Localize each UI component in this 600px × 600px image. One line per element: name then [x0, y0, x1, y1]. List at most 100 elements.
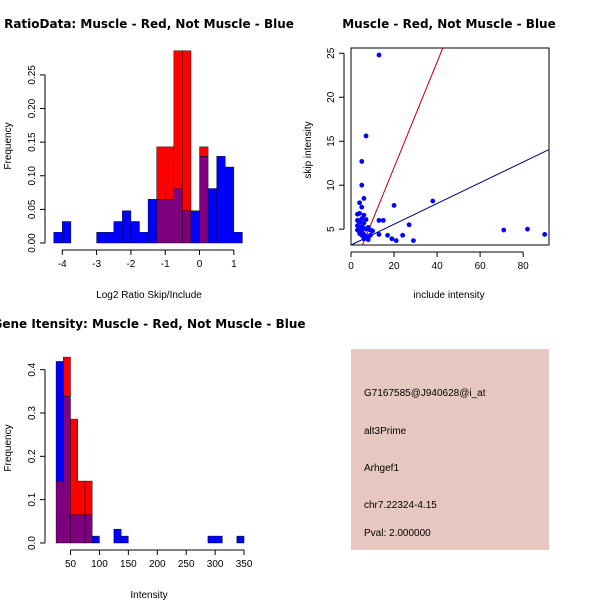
ratio-x-tick-label: 0: [197, 259, 203, 270]
gene-y-tick-label: 0.2: [27, 449, 38, 463]
ratio-bar-not-muscle: [225, 166, 235, 244]
gene-intensity-bars: [55, 356, 245, 544]
scatter-point: [389, 236, 395, 242]
ratio-histogram-bars: [53, 50, 243, 244]
gene-bar-not-muscle: [214, 535, 223, 544]
gene-bar-overlap: [55, 480, 64, 544]
scatter-x-axis: 0 20 40 60 80: [348, 251, 530, 272]
scatter-point: [525, 226, 530, 232]
gene-x-tick-label: 50: [65, 559, 77, 570]
ratio-x-tick-label: -4: [58, 259, 67, 270]
gene-bar-not-muscle: [55, 361, 64, 482]
scatter-point: [363, 133, 369, 139]
gene-x-tick-label: 200: [149, 559, 166, 570]
ratio-bar-muscle: [199, 146, 209, 157]
scatter-point: [385, 232, 390, 238]
gene-bar-overlap: [77, 514, 86, 544]
scatter-y-axis: 5 10 15 20 25: [326, 47, 345, 232]
ratio-bar-not-muscle: [53, 232, 63, 244]
ratio-histogram-x-label: Log2 Ratio Skip/Include: [96, 290, 202, 301]
scatter-x-tick-label: 40: [432, 261, 444, 272]
ratio-x-tick-label: -3: [92, 259, 101, 270]
gene-bar-not-muscle: [207, 535, 216, 544]
ratio-y-tick-label: 0.20: [27, 98, 38, 118]
scatter-point: [365, 237, 371, 243]
gene-intensity-x-label: Intensity: [130, 590, 167, 600]
ratio-histogram-y-axis: 0.00 0.05 0.10 0.15 0.20 0.25: [27, 65, 46, 253]
gene-intensity-y-label: Frequency: [3, 424, 14, 471]
gene-x-tick-label: 150: [120, 559, 137, 570]
ratio-bar-not-muscle: [122, 210, 132, 244]
scatter-point: [542, 232, 548, 237]
ratio-x-tick-label: -1: [161, 259, 170, 270]
event-type: alt3Prime: [364, 426, 407, 437]
scatter-x-tick-label: 80: [518, 261, 530, 272]
gene-y-tick-label: 0.4: [27, 362, 38, 376]
scatter-reference-line: [362, 47, 444, 246]
ratio-bar-not-muscle: [207, 188, 217, 244]
ratio-bar-not-muscle: [96, 232, 106, 244]
scatter-y-tick-label: 15: [326, 135, 337, 147]
ratio-histogram-title: RatioData: Muscle - Red, Not Muscle - Bl…: [4, 17, 294, 31]
scatter-point: [357, 219, 363, 225]
ratio-bar-not-muscle: [62, 221, 72, 244]
p-value: Pval: 2.000000: [364, 528, 431, 539]
scatter-point: [361, 236, 367, 242]
gene-bar-overlap: [84, 514, 93, 544]
ratio-histogram-y-label: Frequency: [3, 122, 14, 169]
ratio-bar-overlap: [173, 188, 183, 244]
scatter-point: [355, 227, 360, 233]
ratio-x-tick-label: -2: [126, 259, 135, 270]
gene-bar-not-muscle: [120, 535, 129, 544]
gene-intensity-x-axis: 50 100 150 200 250 300 350: [65, 549, 253, 570]
gene-bar-muscle: [63, 356, 71, 397]
scatter-point: [376, 217, 382, 223]
ratio-histogram: RatioData: Muscle - Red, Not Muscle - Bl…: [3, 17, 294, 301]
ratio-bar-overlap: [156, 199, 166, 244]
scatter-point: [406, 222, 412, 228]
scatter-y-tick-label: 25: [326, 47, 337, 59]
gene-bar-not-muscle: [92, 535, 100, 544]
scatter-point: [359, 204, 365, 210]
scatter-point: [380, 217, 386, 223]
gene-y-tick-label: 0.0: [27, 536, 38, 550]
ratio-x-tick-label: 1: [231, 259, 237, 270]
scatter-point: [355, 223, 360, 229]
scatter-point: [367, 232, 373, 238]
scatter-point: [376, 232, 382, 237]
scatter-x-tick-label: 0: [348, 261, 354, 272]
ratio-bar-overlap: [165, 199, 175, 244]
scatter-point: [363, 217, 369, 222]
ratio-bar-not-muscle: [130, 221, 140, 244]
scatter-points: [355, 52, 548, 244]
scatter-x-tick-label: 60: [475, 261, 487, 272]
scatter-plot-frame: [350, 47, 550, 246]
gene-intensity-histogram: Gene Itensity: Muscle - Red, Not Muscle …: [0, 317, 306, 600]
ratio-bar-overlap: [199, 156, 209, 244]
ratio-y-tick-label: 0.05: [27, 199, 38, 219]
gene-x-tick-label: 100: [91, 559, 108, 570]
ratio-bar-not-muscle: [233, 232, 243, 244]
gene-intensity-title: Gene Itensity: Muscle - Red, Not Muscle …: [0, 317, 306, 331]
gene-intensity-y-axis: 0.0 0.1 0.2 0.3 0.4: [27, 362, 46, 550]
scatter-y-tick-label: 10: [326, 179, 337, 191]
ratio-bar-muscle: [173, 50, 183, 189]
info-panel-background: [351, 349, 549, 550]
scatter-point: [370, 228, 375, 234]
scatter-x-label: include intensity: [413, 290, 484, 301]
gene-bar-muscle: [77, 480, 86, 516]
scatter-point: [359, 159, 365, 164]
scatter-reference-line: [350, 149, 550, 246]
scatter-point: [393, 238, 399, 244]
intensity-scatter: Muscle - Red, Not Muscle - Blue 0 20 40 60 8…: [303, 17, 556, 301]
genomic-location: chr7.22324-4.15: [364, 500, 437, 511]
gene-name: Arhgef1: [364, 463, 399, 474]
ratio-y-tick-label: 0.15: [27, 132, 38, 152]
probe-info-panel: G7167585@J940628@i_at alt3Prime Arhgef1 …: [351, 349, 549, 550]
gene-bar-not-muscle: [113, 528, 122, 544]
scatter-point: [357, 210, 363, 216]
gene-y-tick-label: 0.3: [27, 406, 38, 420]
gene-x-tick-label: 250: [178, 559, 195, 570]
ratio-bar-not-muscle: [104, 232, 114, 244]
